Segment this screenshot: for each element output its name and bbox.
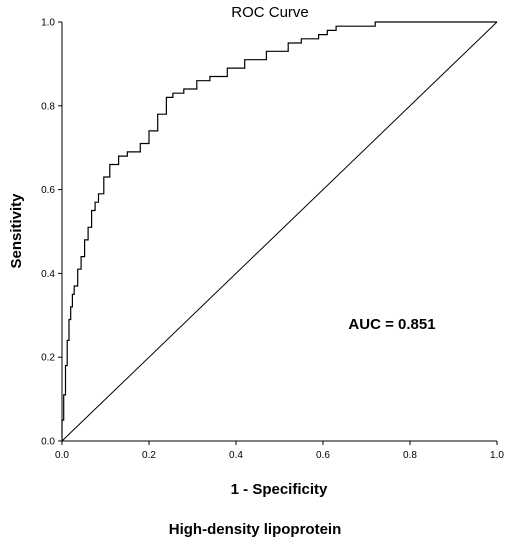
y-tick-label: 0.2 xyxy=(41,353,55,364)
y-tick-label: 0.8 xyxy=(41,101,55,112)
y-axis-label: Sensitivity xyxy=(8,193,25,269)
y-tick-label: 0.0 xyxy=(41,437,55,448)
x-tick-label: 1.0 xyxy=(490,450,504,461)
roc-curve-line xyxy=(61,21,497,441)
y-tick-label: 1.0 xyxy=(41,18,55,29)
auc-annotation: AUC = 0.851 xyxy=(348,316,435,333)
x-tick-label: 0.2 xyxy=(142,450,156,461)
x-axis-label: 1 - Specificity xyxy=(231,481,328,498)
x-axis-ticks: 0.0 0.2 0.4 0.6 0.8 1.0 xyxy=(55,441,504,461)
x-tick-label: 0.4 xyxy=(229,450,243,461)
x-tick-label: 0.0 xyxy=(55,450,69,461)
plot-area xyxy=(61,21,498,442)
reference-diagonal-line xyxy=(61,21,498,442)
chart-caption: High-density lipoprotein xyxy=(169,521,342,538)
y-axis-ticks: 0.0 0.2 0.4 0.6 0.8 1.0 xyxy=(41,18,62,448)
y-tick-label: 0.4 xyxy=(41,269,55,280)
x-tick-label: 0.6 xyxy=(316,450,330,461)
y-tick-label: 0.6 xyxy=(41,185,55,196)
chart-title: ROC Curve xyxy=(231,4,309,21)
x-tick-label: 0.8 xyxy=(403,450,417,461)
